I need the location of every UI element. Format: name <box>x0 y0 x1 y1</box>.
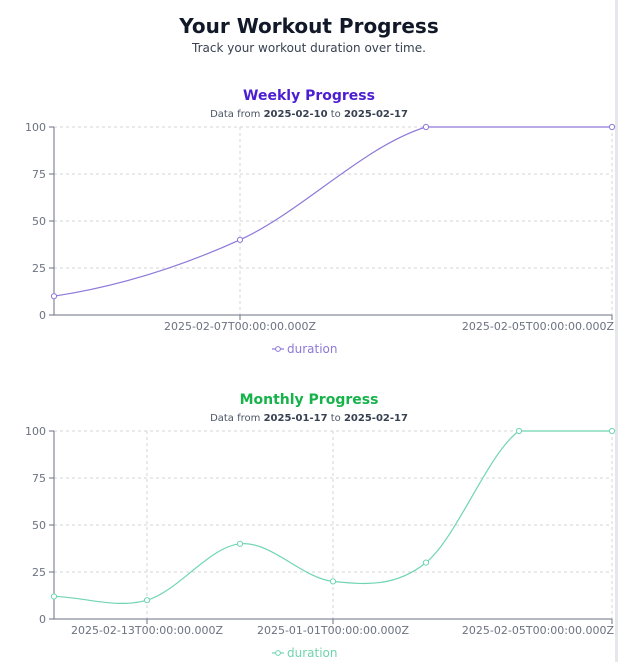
data-point <box>515 427 523 435</box>
y-tick-label: 25 <box>32 566 46 579</box>
data-point <box>608 427 616 435</box>
range-start: 2025-02-10 <box>263 109 328 120</box>
data-point <box>50 293 58 300</box>
data-point <box>422 123 430 131</box>
data-point <box>608 123 616 131</box>
x-tick-label: 2025-02-07T00:00:00.000Z <box>164 320 317 333</box>
x-tick-label: 2025-02-13T00:00:00.000Z <box>71 624 224 637</box>
data-point <box>236 236 244 243</box>
y-tick-label: 0 <box>39 613 46 626</box>
monthly-chart-title: Monthly Progress <box>239 392 379 408</box>
legend: duration <box>272 646 338 660</box>
data-point <box>422 559 430 566</box>
y-tick-label: 75 <box>32 168 46 181</box>
range-joiner: to <box>330 109 341 120</box>
range-end: 2025-02-17 <box>343 413 408 424</box>
data-point <box>329 578 337 585</box>
data-point <box>50 593 58 600</box>
range-start: 2025-01-17 <box>263 413 328 424</box>
range-end: 2025-02-17 <box>343 109 408 120</box>
y-tick-label: 100 <box>25 121 46 134</box>
x-tick-label: 2025-02-05T00:00:00.000Z <box>462 624 615 637</box>
y-tick-label: 75 <box>32 472 46 485</box>
weekly-date-range: Data from 2025-02-10 to 2025-02-17 <box>0 109 618 120</box>
range-prefix: Data from <box>210 413 261 424</box>
weekly-chart-title: Weekly Progress <box>243 88 375 104</box>
page-edge <box>615 0 618 662</box>
series-line-duration <box>53 126 612 297</box>
page-subtitle: Track your workout duration over time. <box>192 41 426 55</box>
legend-label: duration <box>287 342 338 356</box>
data-point <box>236 540 244 547</box>
y-tick-label: 25 <box>32 262 46 275</box>
legend-marker <box>275 650 281 656</box>
range-joiner: to <box>330 413 341 424</box>
x-tick-label: 2025-01-01T00:00:00.000Z <box>257 624 410 637</box>
legend-marker <box>275 346 281 352</box>
y-tick-label: 50 <box>32 215 46 228</box>
data-point <box>143 597 151 604</box>
y-tick-label: 100 <box>25 425 46 438</box>
legend-label: duration <box>287 646 338 660</box>
page-title: Your Workout Progress <box>179 14 439 38</box>
legend: duration <box>272 342 338 356</box>
y-tick-label: 50 <box>32 519 46 532</box>
x-tick-label: 2025-02-05T00:00:00.000Z <box>462 320 615 333</box>
monthly-date-range: Data from 2025-01-17 to 2025-02-17 <box>0 413 618 424</box>
y-tick-label: 0 <box>39 309 46 322</box>
range-prefix: Data from <box>210 109 261 120</box>
